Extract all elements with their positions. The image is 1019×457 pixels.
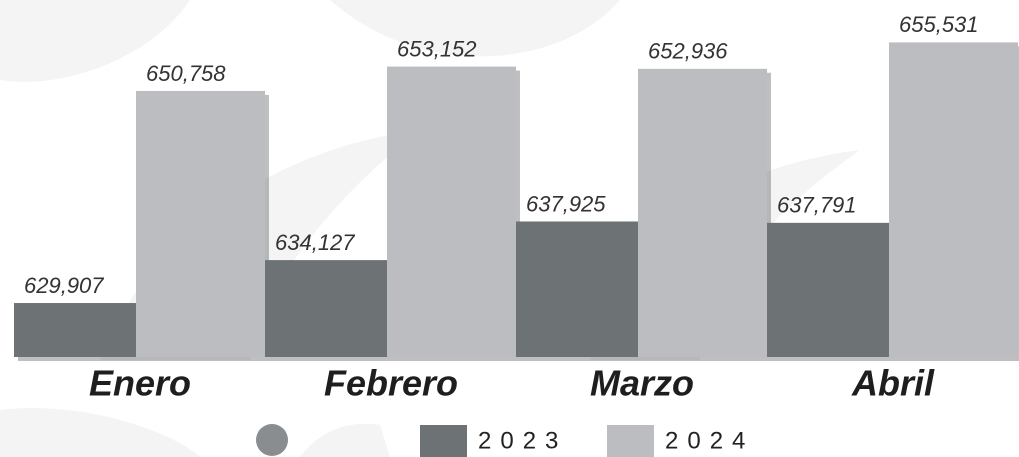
category-label: Enero (89, 363, 191, 404)
category-label: Abril (851, 363, 935, 404)
value-label: 637,925 (526, 191, 606, 216)
value-label: 655,531 (899, 12, 979, 37)
value-label: 629,907 (24, 273, 104, 298)
bar (638, 69, 767, 357)
bar (14, 303, 136, 357)
bar (767, 223, 889, 357)
legend-swatch (607, 425, 654, 457)
chart: 629,907 650,758 Enero 634,127 653,152 Febrero… (0, 0, 1019, 457)
legend-label: 2024 (665, 427, 754, 454)
bar (136, 91, 265, 357)
value-label: 653,152 (397, 36, 477, 61)
bar (516, 221, 638, 357)
value-label: 652,936 (648, 39, 728, 64)
legend-label: 2023 (478, 427, 567, 454)
value-label: 634,127 (275, 230, 355, 255)
bar (265, 260, 387, 357)
category-label: Marzo (590, 363, 694, 404)
legend-swatch (420, 425, 467, 457)
bar (889, 42, 1018, 357)
value-label: 650,758 (146, 61, 226, 86)
category-label: Febrero (324, 363, 458, 404)
bar (387, 67, 516, 357)
value-label: 637,791 (777, 193, 857, 218)
